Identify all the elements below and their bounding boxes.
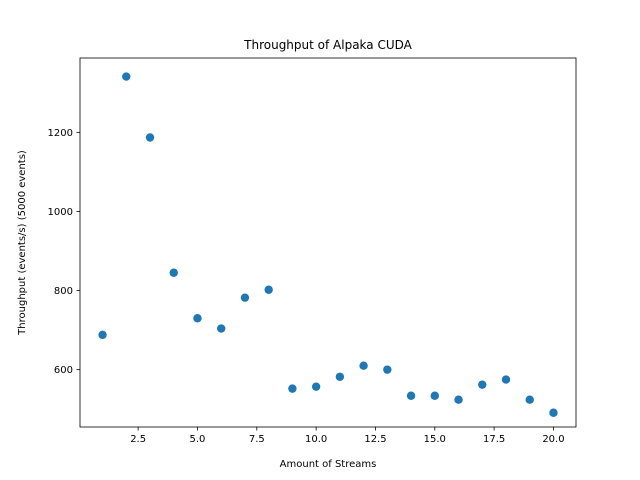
x-tick-label: 7.5 xyxy=(249,434,265,445)
y-tick-label: 1000 xyxy=(48,207,73,218)
data-point xyxy=(145,133,155,142)
data-point xyxy=(549,408,558,417)
data-point xyxy=(383,365,392,374)
data-point xyxy=(98,330,107,340)
x-tick-label: 2.5 xyxy=(130,434,146,445)
x-tick-label: 20.0 xyxy=(542,434,564,445)
y-tick-label: 600 xyxy=(54,365,73,376)
data-point xyxy=(311,382,321,391)
x-axis-label: Amount of Streams xyxy=(280,459,377,470)
x-tick-label: 12.5 xyxy=(364,434,386,445)
x-tick-label: 10.0 xyxy=(305,434,327,445)
data-point xyxy=(240,293,250,302)
y-tick-label: 1200 xyxy=(48,128,73,139)
data-point xyxy=(335,372,345,381)
data-point xyxy=(169,268,178,277)
data-point xyxy=(264,285,273,294)
y-tick-label: 800 xyxy=(54,286,73,297)
y-axis-label: Throughput (events/s) (5000 events) xyxy=(17,150,28,336)
data-point xyxy=(359,361,368,370)
data-point xyxy=(122,72,131,81)
data-point xyxy=(406,391,416,400)
chart-title: Throughput of Alpaka CUDA xyxy=(243,38,413,52)
plot-area-frame xyxy=(79,57,577,428)
x-tick-label: 17.5 xyxy=(483,434,505,445)
data-point xyxy=(288,384,297,393)
y-axis-ticks: 600 800 1000 1200 xyxy=(48,128,80,376)
x-tick-label: 15.0 xyxy=(424,434,446,445)
data-point xyxy=(454,395,463,404)
data-point xyxy=(430,391,439,400)
x-axis-ticks: 2.5 5.0 7.5 10.0 12.5 15.0 17.5 20.0 xyxy=(130,427,565,445)
data-points xyxy=(98,72,558,417)
data-point xyxy=(217,324,226,333)
data-point xyxy=(525,395,534,404)
x-tick-label: 5.0 xyxy=(190,434,206,445)
data-point xyxy=(501,375,511,384)
data-point xyxy=(478,380,487,389)
data-point xyxy=(193,314,202,323)
